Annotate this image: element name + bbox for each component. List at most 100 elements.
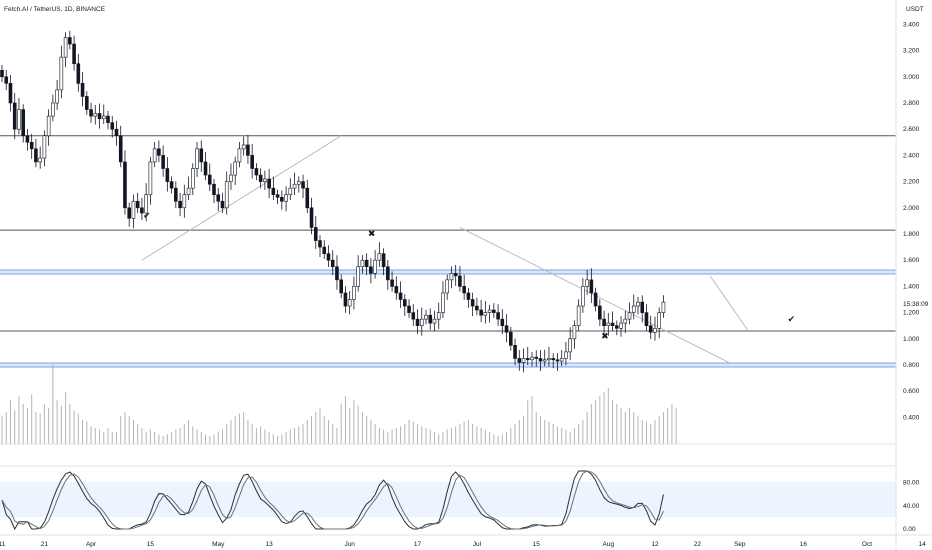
candle[interactable]: [572, 320, 577, 349]
candle[interactable]: [369, 258, 373, 284]
candle[interactable]: [441, 281, 445, 318]
candle[interactable]: [419, 307, 424, 336]
candle[interactable]: [241, 136, 246, 156]
candle[interactable]: [63, 32, 68, 68]
candle[interactable]: [72, 35, 76, 71]
candle[interactable]: [250, 143, 254, 179]
candle[interactable]: [284, 186, 288, 212]
candle[interactable]: [347, 291, 352, 315]
trendline[interactable]: [709, 275, 749, 332]
candle[interactable]: [305, 179, 310, 214]
candle[interactable]: [144, 183, 148, 222]
candle[interactable]: [576, 299, 581, 331]
candle[interactable]: [496, 304, 500, 326]
candle[interactable]: [157, 140, 161, 163]
candle[interactable]: [288, 178, 293, 200]
candle[interactable]: [390, 271, 394, 292]
candle[interactable]: [627, 302, 632, 325]
candle[interactable]: [118, 125, 123, 168]
candle[interactable]: [636, 296, 640, 315]
candle[interactable]: [161, 145, 165, 177]
candle[interactable]: [568, 327, 572, 361]
candle[interactable]: [593, 287, 598, 312]
candle[interactable]: [619, 316, 623, 337]
candle[interactable]: [589, 268, 594, 303]
candle[interactable]: [169, 176, 174, 194]
candle[interactable]: [623, 310, 628, 334]
candle[interactable]: [51, 94, 55, 122]
candle[interactable]: [555, 352, 560, 372]
candle[interactable]: [407, 299, 411, 318]
candle[interactable]: [458, 265, 462, 292]
candle[interactable]: [220, 192, 225, 214]
candle[interactable]: [661, 295, 666, 318]
candle[interactable]: [500, 309, 505, 335]
candle[interactable]: [398, 281, 403, 308]
candle[interactable]: [606, 313, 611, 336]
candle[interactable]: [140, 197, 144, 220]
candle[interactable]: [182, 184, 187, 218]
candle[interactable]: [602, 310, 606, 335]
candle[interactable]: [644, 304, 649, 331]
candle[interactable]: [475, 297, 479, 316]
candle[interactable]: [492, 303, 496, 318]
candle[interactable]: [504, 314, 509, 343]
candle[interactable]: [110, 115, 115, 138]
candle[interactable]: [581, 278, 585, 313]
candle[interactable]: [318, 235, 322, 258]
candle[interactable]: [55, 79, 59, 110]
candle[interactable]: [381, 248, 386, 276]
candle[interactable]: [585, 269, 589, 295]
candle[interactable]: [296, 176, 301, 193]
candle[interactable]: [534, 350, 539, 367]
candle[interactable]: [547, 346, 551, 367]
candle[interactable]: [131, 194, 136, 229]
candle[interactable]: [598, 299, 602, 326]
candle[interactable]: [564, 341, 568, 366]
candle[interactable]: [89, 102, 93, 123]
candle[interactable]: [432, 310, 437, 332]
candle[interactable]: [402, 294, 407, 317]
candle[interactable]: [21, 104, 26, 143]
candle[interactable]: [525, 346, 530, 365]
candle[interactable]: [648, 315, 653, 340]
candle[interactable]: [12, 93, 17, 140]
candle[interactable]: [364, 253, 369, 276]
candles[interactable]: [0, 30, 666, 373]
candle[interactable]: [42, 130, 47, 167]
candle[interactable]: [483, 301, 488, 324]
candle[interactable]: [101, 104, 106, 124]
candle[interactable]: [263, 170, 267, 190]
candle[interactable]: [309, 197, 314, 235]
candle[interactable]: [25, 128, 30, 151]
candle[interactable]: [97, 103, 102, 129]
candle[interactable]: [640, 295, 645, 323]
candle[interactable]: [559, 350, 564, 367]
candle[interactable]: [76, 53, 81, 92]
candle[interactable]: [233, 156, 237, 186]
price-axis-ticks[interactable]: 3.400 3.200 3.000 2.800 2.600 2.400 2.200 2.000…: [903, 21, 920, 421]
candle[interactable]: [538, 350, 543, 372]
candle[interactable]: [267, 169, 271, 199]
candle[interactable]: [445, 274, 450, 300]
candle[interactable]: [513, 338, 517, 366]
candle[interactable]: [46, 109, 51, 146]
candle[interactable]: [106, 110, 110, 130]
candle[interactable]: [229, 163, 233, 190]
candle[interactable]: [191, 163, 195, 195]
candle[interactable]: [322, 240, 327, 259]
candle[interactable]: [207, 163, 212, 192]
candle[interactable]: [224, 171, 229, 215]
candle[interactable]: [428, 308, 433, 330]
candle[interactable]: [386, 259, 390, 290]
candle[interactable]: [487, 304, 492, 323]
candle[interactable]: [508, 327, 513, 351]
candle[interactable]: [530, 351, 534, 367]
candle[interactable]: [4, 69, 9, 91]
candle[interactable]: [521, 348, 526, 373]
candle[interactable]: [415, 309, 420, 335]
candle[interactable]: [123, 150, 127, 215]
candle[interactable]: [38, 146, 42, 169]
candle[interactable]: [453, 264, 458, 286]
candle[interactable]: [343, 286, 348, 313]
